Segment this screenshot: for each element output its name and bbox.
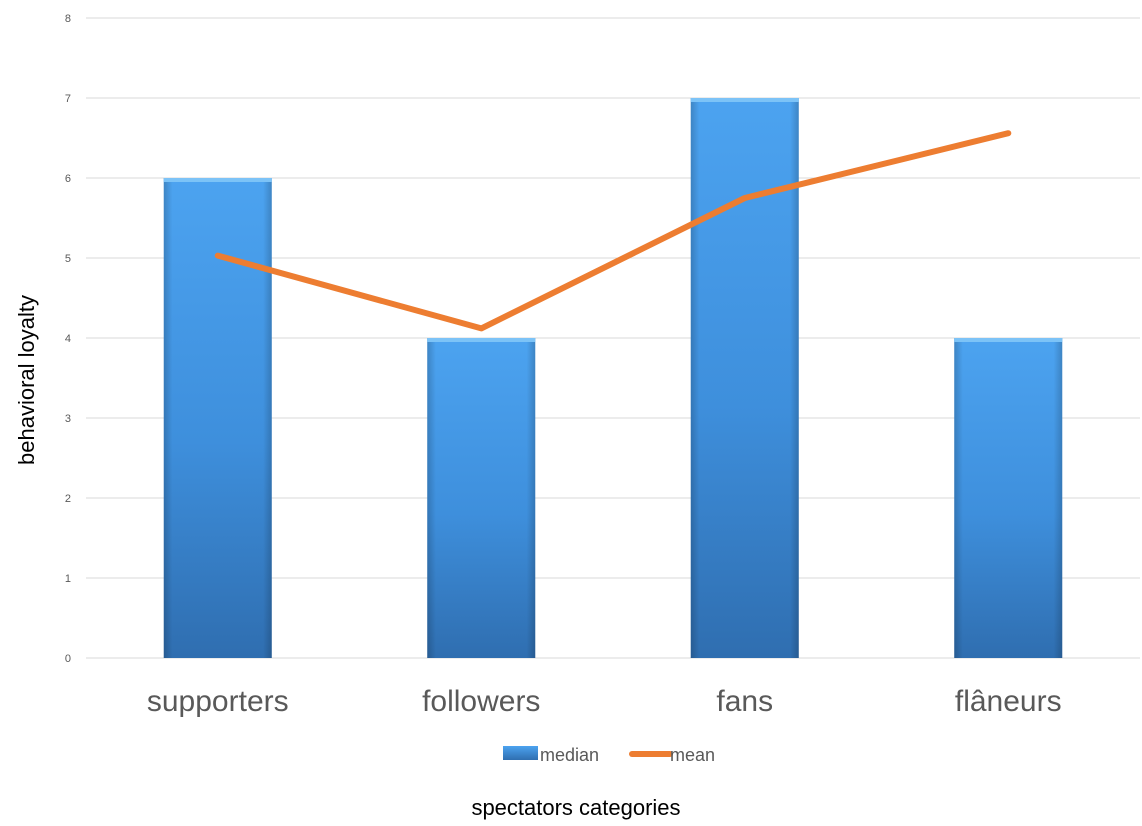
bar-shade (163, 178, 272, 658)
bar-series-median (163, 98, 1063, 658)
mean-point (217, 255, 219, 257)
mean-point (480, 327, 482, 329)
bar-shade (954, 338, 1063, 658)
bar-followers (427, 338, 536, 658)
y-tick-label: 1 (65, 573, 71, 585)
bar-top (163, 178, 272, 182)
y-tick-label: 8 (65, 13, 71, 25)
mean-point (744, 197, 746, 199)
legend-label-median: median (540, 745, 599, 765)
x-axis-title: spectators categories (471, 795, 680, 820)
y-tick-label: 3 (65, 413, 71, 425)
y-tick-label: 2 (65, 493, 71, 505)
bar-top (954, 338, 1063, 342)
bar-shade (690, 98, 799, 658)
bar-flâneurs (954, 338, 1063, 658)
x-category-label: supporters (147, 685, 289, 718)
bar-top (427, 338, 536, 342)
y-tick-label: 7 (65, 93, 71, 105)
y-tick-label: 5 (65, 253, 71, 265)
legend: median mean (503, 745, 715, 765)
bar-fans (690, 98, 799, 658)
legend-label-mean: mean (670, 745, 715, 765)
mean-point (1007, 132, 1009, 134)
y-axis-title: behavioral loyalty (14, 295, 39, 465)
x-category-label: fans (716, 685, 773, 718)
y-tick-label: 0 (65, 653, 71, 665)
bar-shade (427, 338, 536, 658)
bar-top (690, 98, 799, 102)
x-axis-categories: supporters followers fans flâneurs (147, 685, 1062, 718)
x-category-label: flâneurs (955, 685, 1062, 718)
y-tick-label: 4 (65, 333, 71, 345)
bar-supporters (163, 178, 272, 658)
line-series-mean (214, 130, 1012, 332)
y-axis-ticks: 0 1 2 3 4 5 6 7 8 (65, 13, 71, 665)
legend-swatch-median (503, 746, 538, 760)
mean-line (214, 130, 1012, 332)
x-category-label: followers (422, 685, 540, 718)
y-tick-label: 6 (65, 173, 71, 185)
